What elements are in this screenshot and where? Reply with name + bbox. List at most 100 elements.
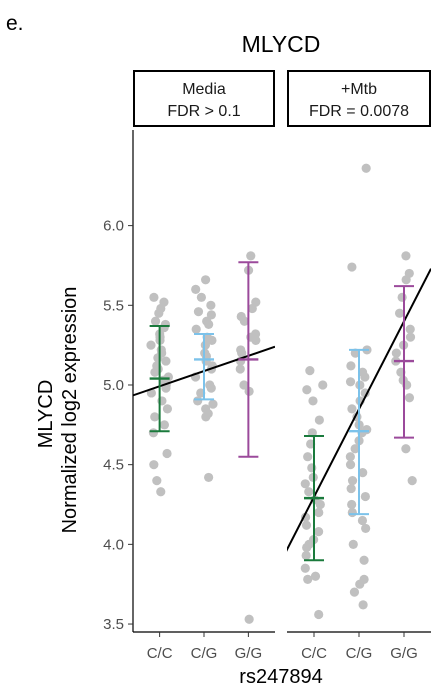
panel-1: Media FDR > 0.1 C/C C/G G/G [133,70,275,662]
data-point [346,361,356,371]
regression-line [133,345,275,397]
data-point [405,324,415,334]
y-axis-label-line2: Normalized log2 expression [59,287,81,534]
data-point [314,609,324,620]
y-tick-label-5: 6.0 [103,218,124,235]
data-point [359,555,369,565]
data-point [149,460,159,470]
data-point [345,460,356,470]
data-point [193,307,204,317]
chart-title: MLYCD [242,31,321,57]
data-point [357,515,368,526]
data-point [405,332,416,342]
data-point [150,412,160,422]
data-point [200,340,210,350]
regression-line [287,268,431,552]
data-point [318,380,328,390]
data-point [358,600,368,610]
data-point [308,396,318,406]
data-point [244,614,254,624]
data-point [162,448,172,459]
data-point [207,335,217,345]
y-tick-label-3: 5.0 [103,377,124,394]
data-point [208,399,218,409]
data-point [361,523,371,534]
data-point [347,507,357,518]
data-point [301,550,311,561]
data-point [300,563,310,573]
x-tick-label: C/G [191,645,218,662]
x-tick-label: C/G [346,645,373,662]
data-point [391,348,401,358]
data-point [404,393,415,403]
y-tick-label-1: 4.0 [103,536,124,553]
axes-layer: 3.5 4.0 4.5 5.0 5.5 6.0 [103,130,134,633]
data-point [302,385,312,395]
data-point [358,468,368,478]
data-point [401,444,411,454]
data-point [345,452,355,462]
data-point [300,479,310,489]
data-point [235,364,245,374]
data-point [305,366,315,376]
data-point [191,324,201,334]
data-point [315,499,325,510]
data-point [347,404,357,414]
data-point [162,404,173,414]
data-point [156,487,166,497]
x-tick-label: C/C [301,645,327,662]
data-point [239,316,250,326]
data-point [196,292,206,302]
x-tick-label: C/C [147,645,173,662]
strip-label-line1: +Mtb [341,81,377,98]
data-point [306,439,316,449]
data-point [206,300,216,310]
data-point [251,335,261,345]
data-point [347,499,357,510]
data-point [355,579,365,589]
data-point [204,472,214,483]
data-point [247,303,257,314]
data-point [303,574,313,585]
data-point [206,310,216,320]
data-point [345,377,356,387]
data-point [394,308,405,318]
data-point [303,452,313,462]
strip-label-line2: FDR = 0.0078 [309,103,409,120]
data-point [361,163,371,173]
data-point [237,348,247,358]
data-point [304,487,314,497]
data-point [154,308,164,318]
data-point [146,340,156,350]
data-point [313,527,324,537]
data-point [159,420,170,430]
data-point [302,542,312,553]
y-tick-label-2: 4.5 [103,457,124,474]
data-point [149,292,159,302]
data-point [360,491,370,502]
panel-2: +Mtb FDR = 0.0078 C/C C/G G/G [287,70,431,662]
strip-box [287,70,431,127]
data-point [346,483,356,494]
strip-label-line1: Media [182,81,226,98]
data-point [348,539,358,549]
data-point [360,372,370,382]
panels-layer: Media FDR > 0.1 C/C C/G G/G +Mtb FDR = 0.0078 C… [133,70,431,662]
data-point [397,292,407,302]
data-point [148,428,159,438]
panel-letter: e. [6,12,24,35]
strip-label-line2: FDR > 0.1 [167,103,240,120]
strip-box [133,70,275,127]
data-point [350,444,360,454]
data-point [401,251,411,261]
data-point [347,476,358,486]
data-point [150,367,160,377]
y-tick-label-4: 5.5 [103,297,124,314]
data-point [206,383,216,393]
data-point [150,316,161,326]
y-tick-label-0: 3.5 [103,616,124,633]
data-point [201,275,211,285]
data-point [239,380,249,390]
data-point [153,353,163,363]
